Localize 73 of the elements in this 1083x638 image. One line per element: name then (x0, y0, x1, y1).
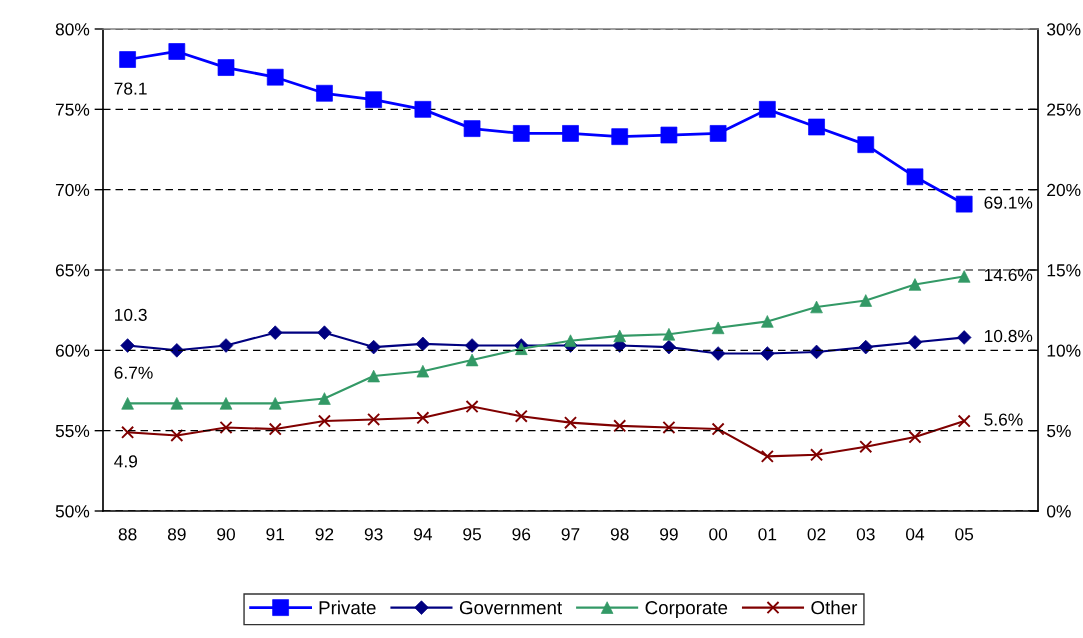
x-tick-label: 92 (315, 528, 334, 541)
data-label: 14.6% (984, 268, 1033, 282)
x-tick-label: 90 (217, 528, 235, 541)
y-tick-label: 50% (55, 505, 90, 518)
point (121, 425, 135, 439)
point (908, 430, 922, 444)
point (416, 411, 430, 425)
legend-label: Other (811, 600, 858, 615)
point (266, 68, 284, 86)
x-tick-label: 88 (118, 528, 137, 541)
point (367, 412, 381, 426)
point (711, 422, 725, 436)
legend-label: Government (459, 601, 562, 615)
y2-tick-label: 15% (1047, 264, 1081, 277)
point (906, 168, 924, 186)
y-tick-label: 60% (55, 344, 90, 357)
data-label: 6.7% (114, 366, 153, 379)
x-tick-label: 95 (463, 528, 482, 541)
y-tick-label: 55% (55, 424, 90, 438)
point (268, 422, 282, 436)
point (316, 84, 333, 102)
y-tick-label: 75% (55, 103, 90, 116)
point (465, 400, 479, 414)
point (859, 440, 873, 454)
point (709, 125, 727, 142)
point (463, 120, 481, 137)
point (563, 416, 578, 430)
point (957, 414, 971, 428)
data-label: 78.1 (114, 82, 147, 95)
point (759, 101, 776, 118)
y2-tick-label: 25% (1047, 103, 1081, 116)
x-tick-label: 96 (512, 528, 531, 541)
x-tick-label: 98 (610, 528, 629, 541)
y2-tick-label: 0% (1047, 505, 1071, 518)
point (365, 91, 382, 109)
point (317, 414, 331, 428)
point (218, 338, 234, 353)
y2-tick-label: 10% (1047, 344, 1081, 357)
x-tick-label: 91 (266, 528, 285, 541)
y2-tick-label: 5% (1047, 424, 1071, 438)
y2-tick-label: 20% (1047, 183, 1081, 197)
point (808, 118, 825, 136)
y-tick-label: 65% (55, 264, 90, 277)
x-tick-label: 05 (955, 528, 974, 541)
legend-label: Private (319, 600, 376, 615)
data-label: 69.1% (984, 196, 1033, 209)
y-tick-label: 70% (55, 183, 90, 197)
point (170, 428, 184, 443)
data-label: 10.3 (115, 308, 147, 322)
x-tick-label: 89 (167, 528, 186, 541)
x-tick-label: 03 (856, 528, 875, 541)
point (760, 449, 774, 463)
point (662, 420, 676, 434)
y-tick-label: 80% (55, 23, 90, 36)
point (217, 59, 235, 76)
x-tick-label: 99 (660, 528, 678, 541)
point (219, 420, 233, 434)
data-label: 10.8% (984, 329, 1033, 343)
data-label: 4.9 (114, 455, 138, 468)
point (956, 330, 972, 345)
point (514, 409, 528, 423)
x-tick-label: 04 (906, 528, 925, 541)
x-tick-label: 01 (758, 528, 777, 541)
y2-tick-label: 30% (1047, 23, 1081, 36)
x-tick-label: 97 (561, 528, 580, 541)
x-tick-label: 94 (414, 528, 433, 541)
x-tick-label: 00 (709, 528, 728, 541)
x-tick-label: 93 (364, 528, 383, 541)
x-tick-label: 02 (807, 528, 826, 541)
point (810, 448, 824, 462)
legend-label: Corporate (645, 601, 728, 619)
data-label: 5.6% (984, 413, 1023, 426)
point (613, 419, 627, 433)
